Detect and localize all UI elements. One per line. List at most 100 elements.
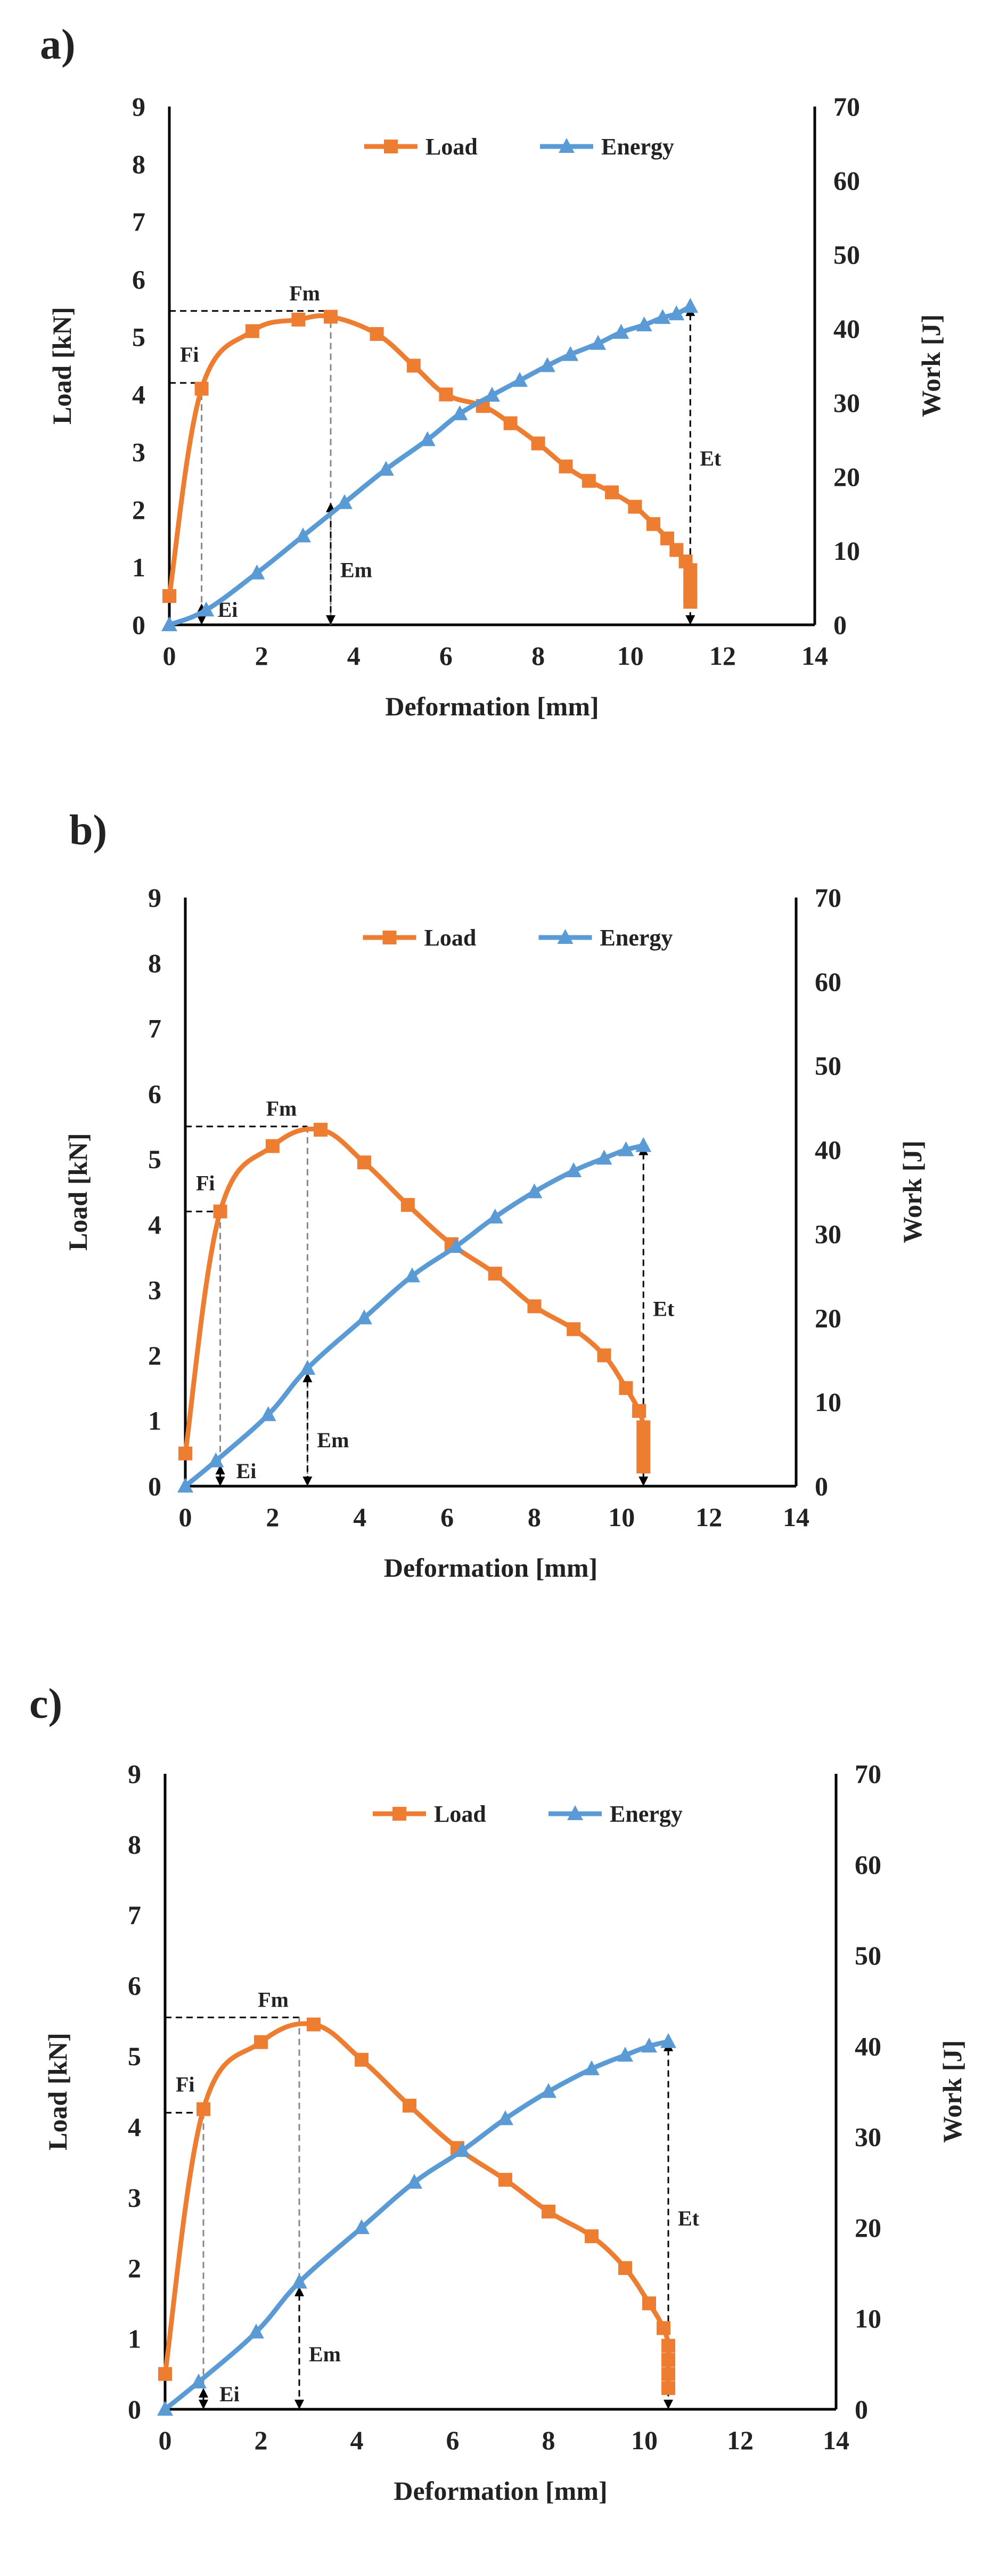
y2-tick-label: 20 — [855, 2213, 881, 2243]
y-axis-title: Load [kN] — [63, 1133, 93, 1251]
load-series-line — [183, 1126, 646, 1467]
legend-label: Load — [424, 925, 477, 951]
chart-panel-c: c)0 2 4 6 8 10 12 140123456789010203040506070De… — [29, 1681, 967, 2506]
y-tick-label: 0 — [128, 2394, 141, 2424]
x-tick-label: 4 — [347, 641, 361, 671]
y-tick-label: 3 — [128, 2182, 141, 2212]
load-data-point — [582, 474, 596, 488]
y2-tick-label: 40 — [815, 1135, 841, 1165]
y2-tick-label: 0 — [833, 610, 847, 640]
x-tick-label: 12 — [709, 641, 736, 671]
load-data-point — [636, 1446, 651, 1461]
em-arrow-arrow-down — [302, 1477, 313, 1486]
energy-data-point — [682, 298, 699, 313]
energy-data-point — [566, 1162, 582, 1178]
fi-annotation: Fi — [196, 1171, 215, 1195]
em-arrow-arrow-down — [326, 615, 335, 625]
energy-data-point — [406, 2173, 422, 2189]
ei-arrow-arrow-down — [199, 2400, 208, 2409]
legend-item-load[interactable]: Load — [363, 925, 477, 951]
load-data-point — [619, 1381, 633, 1395]
y-axis-title: Load [kN] — [47, 307, 77, 425]
x-tick-label: 2 — [255, 2425, 268, 2455]
energy-data-point — [613, 323, 629, 339]
x-tick-label: 14 — [783, 1502, 809, 1532]
et-annotation: Et — [678, 2206, 700, 2230]
energy-data-point — [511, 372, 528, 387]
energy-data-point — [260, 1406, 276, 1421]
energy-data-point — [590, 335, 607, 350]
load-data-point — [158, 2367, 172, 2381]
et-arrow-arrow-down — [638, 1477, 649, 1486]
energy-data-point — [654, 309, 671, 324]
load-data-point — [245, 324, 259, 338]
em-annotation: Em — [340, 558, 372, 582]
energy-data-point — [539, 357, 555, 372]
fi-annotation: Fi — [176, 2072, 195, 2096]
y2-tick-label: 30 — [833, 388, 860, 418]
y-axis-title: Load [kN] — [43, 2033, 72, 2150]
ei-annotation: Ei — [219, 2382, 240, 2406]
energy-data-point — [157, 2401, 173, 2416]
load-data-point — [542, 2204, 555, 2219]
y2-tick-label: 70 — [833, 92, 860, 121]
y2-tick-label: 40 — [833, 314, 860, 344]
energy-data-point — [452, 405, 468, 420]
y-tick-label: 9 — [128, 1759, 141, 1789]
legend-item-load[interactable]: Load — [364, 134, 478, 160]
load-data-point — [559, 459, 573, 474]
energy-data-point — [249, 564, 265, 580]
legend-triangle-marker — [559, 138, 575, 153]
x-tick-label: 0 — [163, 641, 176, 671]
energy-data-point — [454, 2142, 470, 2157]
load-data-point — [567, 1322, 581, 1336]
load-data-point — [636, 1420, 651, 1434]
legend-item-energy[interactable]: Energy — [548, 1801, 683, 1827]
y-tick-label: 4 — [132, 380, 145, 410]
y-tick-label: 9 — [148, 883, 161, 912]
y2-tick-label: 10 — [855, 2304, 881, 2334]
legend-item-energy[interactable]: Energy — [538, 925, 673, 951]
y2-tick-label: 20 — [815, 1303, 841, 1333]
y-tick-label: 4 — [128, 2112, 141, 2142]
y-tick-label: 7 — [132, 207, 145, 237]
y2-tick-label: 60 — [815, 967, 841, 997]
load-data-point — [370, 327, 384, 341]
load-series-line — [162, 2021, 672, 2388]
x-tick-label: 10 — [608, 1502, 635, 1532]
chart-panel-a: a)0 2 4 6 8 10 12 140123456789010203040506070De… — [40, 21, 946, 721]
energy-data-point — [635, 1137, 652, 1152]
load-data-point — [646, 517, 660, 531]
y-tick-label: 6 — [128, 1971, 141, 2001]
energy-data-point — [356, 1309, 372, 1325]
energy-data-point — [295, 527, 312, 543]
y-tick-label: 8 — [128, 1830, 141, 1860]
x-tick-label: 2 — [266, 1502, 279, 1532]
y-tick-label: 1 — [148, 1406, 161, 1436]
load-data-point — [355, 2052, 369, 2067]
x-tick-label: 12 — [695, 1502, 722, 1532]
legend-square-marker — [382, 931, 397, 944]
x-axis-title: Deformation [mm] — [384, 1553, 597, 1583]
x-axis-title: Deformation [mm] — [385, 691, 599, 721]
y-tick-label: 7 — [148, 1014, 161, 1044]
chart-panel-b: b)0 2 4 6 8 10 12 140123456789010203040506070De… — [63, 807, 927, 1583]
load-data-point — [597, 1348, 611, 1363]
em-arrow-arrow-up — [294, 2286, 304, 2296]
load-data-point — [403, 2099, 416, 2113]
x-tick-label: 4 — [350, 2425, 364, 2455]
load-data-point — [642, 2296, 656, 2311]
legend-item-energy[interactable]: Energy — [540, 134, 674, 160]
energy-data-point — [161, 616, 177, 631]
legend-item-load[interactable]: Load — [373, 1801, 486, 1827]
x-tick-label: 0 — [159, 2425, 172, 2455]
y-tick-label: 2 — [132, 495, 145, 525]
energy-data-point — [617, 2047, 633, 2062]
y-tick-label: 2 — [148, 1340, 161, 1370]
em-annotation: Em — [309, 2342, 341, 2366]
x-tick-label: 6 — [439, 641, 453, 671]
ei-arrow-arrow-down — [197, 615, 207, 625]
x-tick-label: 4 — [353, 1502, 366, 1532]
energy-data-point — [497, 2110, 513, 2125]
